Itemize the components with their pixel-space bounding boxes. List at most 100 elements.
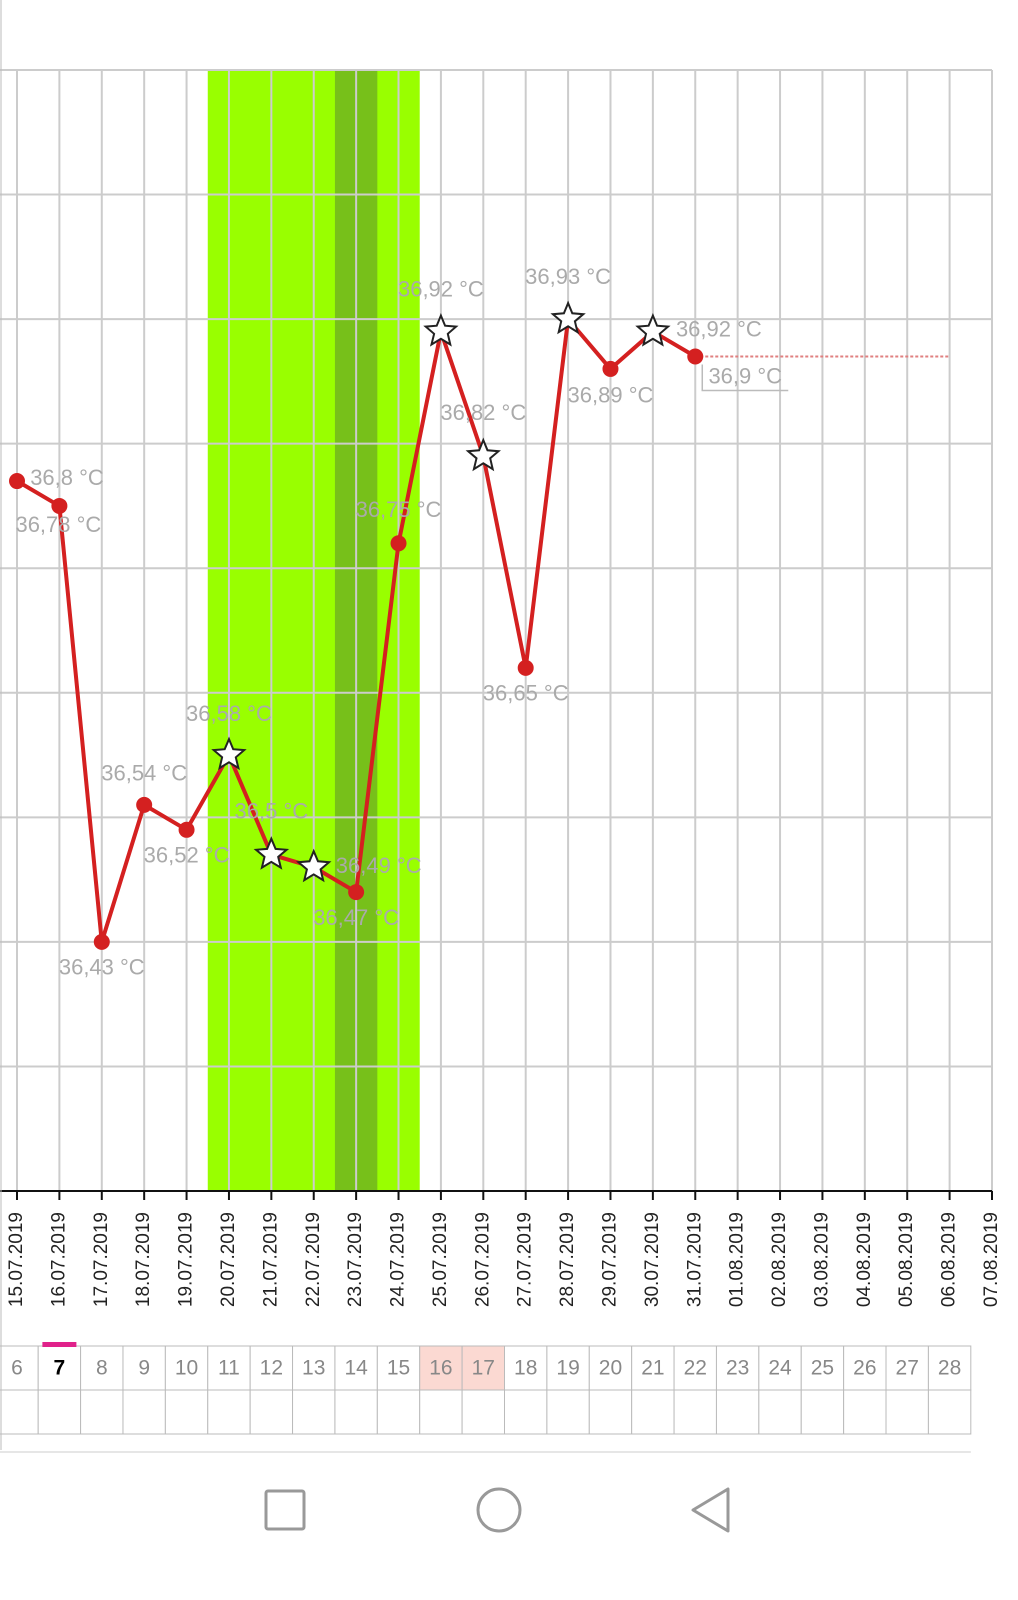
x-tick-label: 21.07.2019 <box>260 1212 281 1307</box>
day-cell <box>843 1345 887 1391</box>
cycle-day: 23 <box>726 1357 749 1380</box>
x-tick-label: 03.08.2019 <box>811 1212 832 1307</box>
x-tick-label: 23.07.2019 <box>345 1212 366 1307</box>
dot-marker <box>9 473 25 490</box>
data-label: 36,65 °C <box>483 681 569 706</box>
data-label: 36,52 °C <box>144 843 230 868</box>
x-tick-label: 15.07.2019 <box>6 1212 27 1307</box>
star-marker <box>211 736 247 771</box>
x-tick-label: 28.07.2019 <box>557 1212 578 1307</box>
x-tick-label: 25.07.2019 <box>430 1212 451 1307</box>
data-label: 36,78 °C <box>15 512 101 537</box>
note-cell <box>419 1389 463 1435</box>
x-tick-label: 19.07.2019 <box>176 1212 197 1307</box>
note-cell <box>546 1389 590 1435</box>
x-tick-label: 20.07.2019 <box>218 1212 239 1307</box>
x-tick-label: 22.07.2019 <box>303 1212 324 1307</box>
note-cell <box>207 1389 251 1435</box>
note-cell <box>0 1389 39 1435</box>
cycle-day: 26 <box>853 1357 876 1380</box>
x-tick-label: 01.08.2019 <box>727 1212 748 1307</box>
day-cell <box>631 1345 675 1391</box>
day-cell <box>37 1345 82 1391</box>
dot-marker <box>687 348 704 365</box>
cycle-day: 22 <box>684 1357 707 1380</box>
data-label: 36,93 °C <box>525 264 611 289</box>
x-tick-label: 24.07.2019 <box>388 1212 409 1307</box>
cycle-day: 27 <box>896 1357 919 1380</box>
note-cell <box>37 1389 82 1435</box>
star-marker <box>465 437 501 472</box>
star-marker <box>253 836 290 870</box>
cycle-day: 25 <box>811 1357 834 1380</box>
cycle-day: 6 <box>11 1357 23 1380</box>
note-cell <box>673 1389 717 1435</box>
note-cell <box>631 1389 675 1435</box>
note-cell <box>292 1389 336 1435</box>
data-label: 36,54 °C <box>101 761 187 786</box>
day-cell <box>927 1345 972 1391</box>
x-tick-label: 05.08.2019 <box>896 1212 917 1307</box>
cycle-day: 18 <box>514 1357 537 1380</box>
dot-marker <box>51 497 68 514</box>
cycle-day: 12 <box>260 1357 283 1380</box>
today-marker <box>42 1342 77 1347</box>
note-cell <box>927 1389 972 1435</box>
data-label: 36,8 °C <box>30 465 104 490</box>
cycle-day: 7 <box>54 1357 66 1380</box>
note-cell <box>800 1389 845 1435</box>
cycle-day: 28 <box>938 1357 961 1380</box>
cycle-day: 21 <box>641 1357 664 1380</box>
nav-bar <box>264 1487 730 1533</box>
dot-marker <box>136 796 153 813</box>
day-cell <box>292 1345 336 1391</box>
day-cell <box>461 1345 506 1391</box>
day-cell <box>0 1345 39 1391</box>
x-tick-label: 31.07.2019 <box>684 1212 705 1307</box>
data-label: 36,49 °C <box>336 853 422 878</box>
note-cell <box>122 1389 166 1435</box>
dot-marker <box>602 360 619 377</box>
x-tick-label: 02.08.2019 <box>769 1212 790 1307</box>
dot-marker <box>93 933 110 950</box>
note-cell <box>885 1389 929 1435</box>
x-tick-label: 17.07.2019 <box>91 1212 112 1307</box>
day-cell <box>885 1345 929 1391</box>
data-label: 36,43 °C <box>59 955 145 980</box>
recent-apps-button[interactable] <box>264 1489 306 1531</box>
cycle-day: 9 <box>138 1357 150 1380</box>
x-tick-label: 07.08.2019 <box>981 1212 1002 1307</box>
data-label: 36,47 °C <box>313 905 399 930</box>
x-tick-label: 06.08.2019 <box>939 1212 960 1307</box>
cycle-day: 13 <box>302 1357 325 1380</box>
day-cell <box>419 1345 463 1391</box>
home-button[interactable] <box>476 1487 522 1533</box>
dot-marker <box>348 884 365 901</box>
x-tick-label: 30.07.2019 <box>642 1212 663 1307</box>
note-cell <box>758 1389 802 1435</box>
note-cell <box>334 1389 378 1435</box>
day-cell <box>122 1345 166 1391</box>
data-label: 36,58 °C <box>186 701 272 726</box>
note-cell <box>80 1389 124 1435</box>
cycle-day: 14 <box>344 1357 368 1380</box>
data-label: 36,89 °C <box>568 383 654 408</box>
cycle-day: 16 <box>429 1357 452 1380</box>
star-marker <box>635 313 671 347</box>
x-tick-label: 18.07.2019 <box>133 1212 154 1307</box>
data-label: 36,9 °C <box>708 363 782 388</box>
star-marker <box>296 848 332 883</box>
data-label: 36,92 °C <box>676 316 762 341</box>
cycle-day: 8 <box>96 1357 108 1380</box>
cycle-table: 6 7 8 9 10 11 12 13 14 15 16 17 18 19 20 21 22 23 24 25 26 27… <box>0 0 972 1453</box>
star-marker <box>423 312 459 347</box>
data-label: 36,5 °C <box>235 799 309 824</box>
x-tick-label: 04.08.2019 <box>854 1212 875 1307</box>
back-button[interactable] <box>691 1487 730 1533</box>
note-cell <box>843 1389 887 1435</box>
data-label: 36,82 °C <box>440 400 526 425</box>
x-tick-label: 26.07.2019 <box>472 1212 493 1307</box>
x-tick-label: 16.07.2019 <box>48 1212 69 1307</box>
note-cell <box>504 1389 548 1435</box>
